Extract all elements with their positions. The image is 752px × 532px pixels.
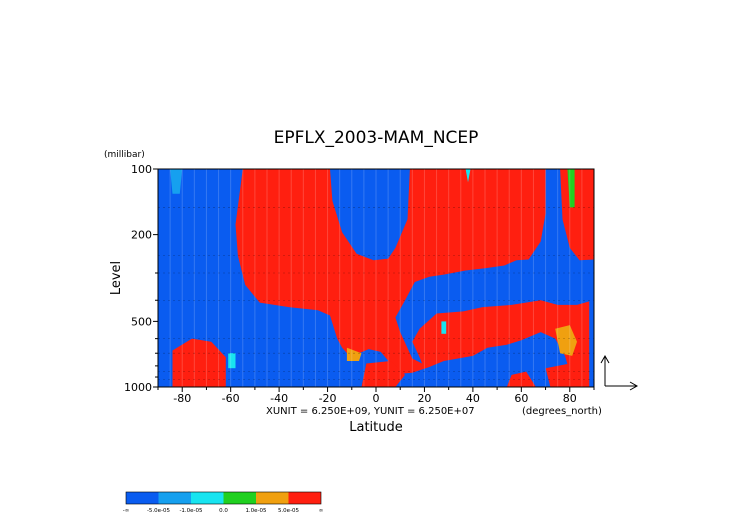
legend-swatch	[158, 492, 191, 504]
color-legend: -∞ -5.0e-05 -1.0e-05 0.0 1.0e-05 5.0e-05 ∞	[123, 491, 324, 514]
contour-region-moderate-positive	[346, 347, 362, 361]
scale-note: XUNIT = 6.250E+09, YUNIT = 6.250E+07	[266, 406, 475, 417]
legend-label: -∞	[123, 508, 130, 514]
x-axis-label: Latitude	[349, 420, 403, 435]
contour-region-strong-positive	[172, 338, 226, 387]
y-tick-label: 1000	[124, 381, 152, 394]
contour-region-weak-negative	[228, 353, 236, 369]
legend-swatch	[288, 492, 321, 504]
legend-swatch	[223, 492, 256, 504]
legend-label: 5.0e-05	[278, 508, 300, 514]
chart-title: EPFLX_2003-MAM_NCEP	[274, 128, 479, 148]
x-tick-label: -40	[270, 392, 288, 405]
contour-region-moderate-positive	[555, 325, 577, 356]
y-axis-ticks: 100 200 500 1000	[124, 163, 158, 394]
x-axis-ticks: -80 -60 -40 -20 0 20 40 60 80	[157, 387, 595, 405]
contour-region-strong-positive	[235, 169, 590, 387]
legend-label: 1.0e-05	[245, 508, 267, 514]
x-tick-label: -80	[173, 392, 191, 405]
contour-region-strong-positive	[506, 371, 536, 387]
grid-lines	[158, 169, 594, 387]
legend-label: -5.0e-05	[147, 508, 171, 514]
legend-label: 0.0	[219, 508, 228, 514]
x-tick-label: 20	[417, 392, 431, 405]
contour-region-weak-positive	[567, 169, 575, 208]
y-unit-label: (millibar)	[104, 150, 145, 160]
y-axis-label: Level	[109, 261, 124, 295]
vector-scale-arrows	[600, 354, 639, 391]
contour-region-weak-negative	[465, 169, 471, 183]
plot-area	[158, 169, 594, 387]
y-tick-label: 100	[131, 163, 152, 176]
x-tick-label: -20	[319, 392, 337, 405]
legend-label: ∞	[319, 508, 324, 514]
legend-swatch	[256, 492, 289, 504]
legend-swatch	[191, 492, 224, 504]
x-tick-label: 80	[563, 392, 577, 405]
legend-frame	[125, 491, 322, 505]
x-tick-label: 0	[373, 392, 380, 405]
x-tick-label: -60	[222, 392, 240, 405]
contour-region-weak-negative	[441, 321, 447, 334]
contour-region-moderate-negative	[170, 169, 183, 194]
contour-region-strong-positive	[545, 363, 585, 387]
contour-region-strong-positive	[361, 361, 406, 387]
legend-label: -1.0e-05	[179, 508, 203, 514]
x-unit-label: (degrees_north)	[522, 406, 602, 417]
x-tick-label: 40	[466, 392, 480, 405]
y-tick-label: 500	[131, 315, 152, 328]
x-tick-label: 60	[514, 392, 528, 405]
legend-swatch	[126, 492, 159, 504]
contour-region-strong-positive	[560, 169, 594, 261]
y-tick-label: 200	[131, 229, 152, 242]
